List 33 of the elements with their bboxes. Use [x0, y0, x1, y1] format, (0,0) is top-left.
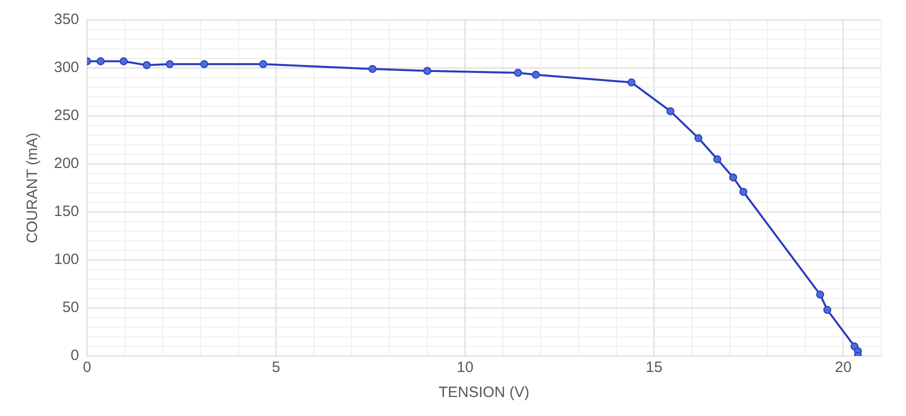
point [532, 70, 540, 79]
point [200, 60, 208, 68]
y-axis-title: COURANT (mA) [24, 132, 42, 244]
y-tick-label: 100 [54, 251, 80, 268]
point [120, 57, 128, 66]
x-tick-label: 5 [272, 359, 280, 376]
point [423, 66, 432, 75]
point [739, 188, 748, 196]
point [816, 290, 824, 299]
x-axis-title: TENSION (V) [438, 384, 530, 402]
point [166, 60, 174, 68]
y-tick-label: 250 [54, 107, 80, 124]
y-tick-label: 300 [54, 59, 80, 76]
y-tick-label: 0 [70, 347, 80, 364]
point [96, 57, 105, 66]
point [627, 78, 636, 86]
point [142, 61, 151, 70]
point [713, 155, 722, 164]
point [259, 60, 268, 68]
y-tick-label: 150 [54, 203, 80, 220]
point [368, 64, 376, 73]
point [514, 68, 522, 77]
y-tick-label: 50 [62, 299, 80, 316]
y-tick-label: 200 [54, 155, 80, 172]
x-tick-label: 0 [82, 359, 92, 376]
point [694, 134, 702, 142]
x-tick-label: 20 [834, 359, 852, 376]
point [666, 107, 674, 116]
point [823, 306, 832, 314]
x-tick-label: 15 [646, 359, 662, 376]
point [729, 173, 738, 182]
x-tick-label: 10 [456, 359, 474, 376]
y-tick-label: 350 [54, 11, 80, 28]
